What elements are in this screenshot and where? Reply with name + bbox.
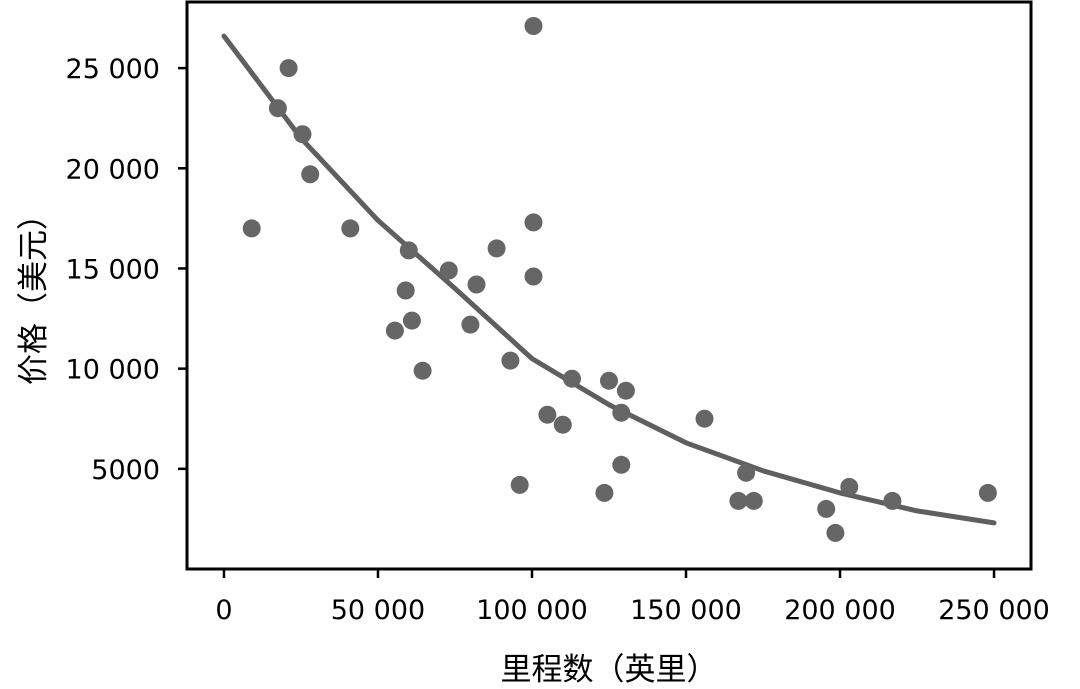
plot-frame (185, 0, 1033, 571)
data-point (616, 381, 635, 400)
data-point (399, 241, 418, 260)
data-point (826, 523, 845, 542)
y-tick-label: 15 000 (66, 254, 160, 285)
fit-curve-layer (221, 33, 997, 526)
data-point (612, 455, 631, 474)
y-tick-label: 10 000 (66, 355, 160, 386)
data-point (553, 415, 572, 434)
data-point (729, 491, 748, 510)
data-point (883, 491, 902, 510)
data-point (242, 219, 261, 238)
data-point (744, 491, 763, 510)
x-tick-label: 100 000 (476, 595, 588, 626)
points-layer (242, 17, 997, 542)
x-tick-label: 200 000 (784, 595, 896, 626)
data-point (301, 165, 320, 184)
data-point (563, 369, 581, 388)
data-point (595, 483, 614, 502)
y-tick-label: 5000 (91, 455, 160, 486)
data-point (524, 17, 543, 35)
x-tick-label: 250 000 (938, 595, 1050, 626)
data-point (510, 475, 529, 494)
data-point (612, 403, 631, 422)
data-point (385, 321, 404, 340)
data-point (402, 311, 421, 330)
data-point (439, 261, 458, 280)
y-axis-label: 价格（美元） (16, 199, 52, 385)
data-point (501, 351, 520, 370)
data-point (461, 315, 480, 334)
data-point (737, 463, 756, 482)
data-point (817, 499, 836, 518)
x-axis-label: 里程数（英里） (501, 652, 718, 688)
data-point (293, 125, 312, 144)
data-point (978, 483, 997, 502)
data-point (396, 281, 415, 300)
x-tick-label: 50 000 (331, 595, 425, 626)
x-tick-label: 150 000 (630, 595, 742, 626)
data-point (268, 99, 287, 118)
data-point (600, 371, 618, 390)
y-axis: 5000 10 000 15 000 20 000 25 000 (66, 54, 187, 486)
data-point (487, 239, 506, 258)
y-tick-label: 25 000 (66, 54, 160, 85)
data-point (840, 477, 859, 496)
y-tick-label: 20 000 (66, 154, 160, 185)
data-point (279, 59, 298, 78)
x-axis: 0 50 000 100 000 150 000 200 000 250 000 (215, 569, 1050, 626)
data-point (695, 409, 714, 428)
data-point (538, 405, 557, 424)
data-point (341, 219, 360, 238)
data-point (524, 267, 543, 286)
x-tick-label: 0 (215, 595, 232, 626)
fit-curve (221, 33, 997, 526)
data-point (524, 213, 543, 232)
data-point (467, 275, 486, 294)
data-point (413, 361, 432, 380)
